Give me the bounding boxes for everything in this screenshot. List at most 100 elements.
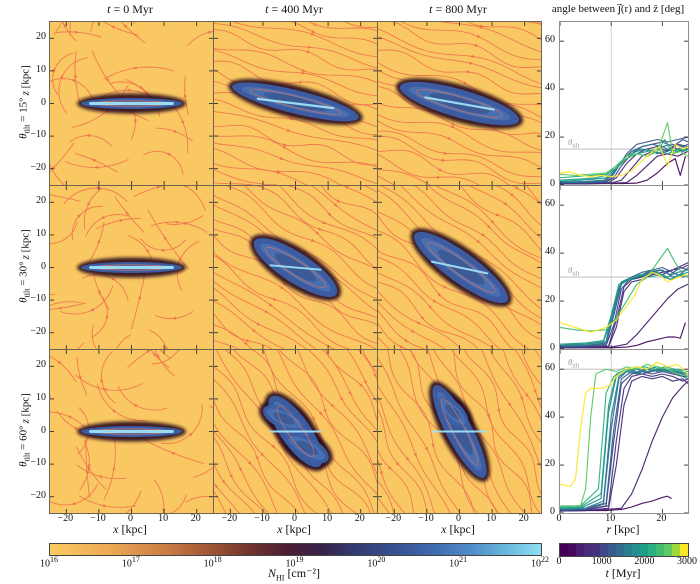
title-rest: = 400 Myr [271, 2, 323, 16]
map-col-title-0: t = 0 Myr [60, 2, 200, 17]
angle-ytick-label: 0 [550, 178, 555, 189]
map-xtick-label: 20 [518, 513, 529, 524]
theta-tilt-ref-label: θtilt [568, 137, 580, 150]
time-colorbar-segment [664, 544, 672, 556]
theta-tilt-ref-label: θtilt [568, 357, 580, 370]
r-axis-label: r [kpc] [606, 522, 640, 536]
map-xtick-label: −20 [221, 513, 238, 524]
title-var: t [107, 2, 111, 16]
map-ytick-label: 0 [41, 260, 46, 272]
angle-ytick-label: 60 [545, 198, 555, 210]
time-colorbar-segment [584, 544, 592, 556]
nhi-tick-label: 1020 [367, 555, 386, 570]
map-ytick-label: −20 [30, 489, 46, 501]
time-colorbar [559, 543, 689, 557]
title-var: t [429, 2, 433, 16]
map-xtick-label: −10 [254, 513, 270, 524]
time-colorbar-segment [656, 544, 664, 556]
angle-ytick-label: 60 [545, 34, 555, 46]
map-panel-r0c1 [213, 21, 378, 186]
angle-panels-title: angle between j⃗(r) and ẑ [deg] [551, 3, 685, 15]
map-xtick-label: −10 [90, 513, 106, 524]
map-xtick-label: −20 [57, 513, 74, 524]
time-colorbar-segment [576, 544, 584, 556]
time-colorbar-segment [616, 544, 624, 556]
nhi-colorbar-label: NHI [cm⁻²] [267, 566, 321, 583]
map-xtick-label: 20 [190, 513, 201, 524]
time-colorbar-segment [568, 544, 576, 556]
map-panel-r2c2 [377, 349, 542, 514]
time-tick-label: 2000 [634, 556, 655, 567]
time-colorbar-segment [600, 544, 608, 556]
angle-ytick-label: 60 [545, 362, 555, 374]
angle-panel-15deg: θtilt [559, 21, 689, 186]
time-colorbar-segment [648, 544, 656, 556]
nhi-tick-label: 1016 [40, 555, 58, 570]
map-ytick-label: 20 [36, 195, 46, 207]
time-colorbar-label: t [Myr] [605, 566, 641, 580]
map-ytick-label: 10 [36, 391, 46, 403]
map-ytick-label: 20 [36, 359, 46, 371]
map-ytick-label: 0 [41, 96, 46, 108]
title-rest: = 0 Myr [113, 2, 153, 16]
angle-ytick-label: 0 [550, 342, 555, 353]
map-ytick-label: 0 [41, 424, 46, 436]
map-ytick-label: −20 [30, 325, 46, 337]
map-panel-r0c0 [49, 21, 214, 186]
map-col-title-2: t = 800 Myr [388, 2, 528, 17]
angle-ytick-label: 20 [545, 458, 555, 470]
nhi-tick-label: 1021 [449, 555, 468, 570]
time-colorbar-segment [680, 544, 688, 556]
nhi-tick-label: 1017 [121, 555, 140, 570]
nhi-tick-label: 1019 [285, 555, 304, 570]
map-panel-r1c2 [377, 185, 542, 350]
map-panel-r2c0 [49, 349, 214, 514]
angle-xtick-label: 0 [556, 513, 562, 524]
theta-tilt-ref-label: θtilt [568, 265, 580, 278]
angle-xtick-label: 20 [656, 513, 667, 524]
angle-xtick-label: 10 [605, 513, 616, 524]
map-xtick-label: −20 [385, 513, 402, 524]
time-colorbar-segment [560, 544, 568, 556]
map-ytick-label: −10 [30, 129, 46, 141]
angle-ytick-label: 40 [545, 246, 555, 258]
angle-panel-60deg: θtilt [559, 349, 689, 514]
map-panel-r1c1 [213, 185, 378, 350]
map-xtick-label: 10 [158, 513, 169, 524]
map-ytick-label: −10 [30, 457, 46, 469]
map-xtick-label: 20 [354, 513, 365, 524]
angle-ytick-label: 0 [550, 506, 555, 517]
nhi-colorbar [49, 543, 542, 556]
nhi-tick-label: 1018 [203, 555, 222, 570]
time-colorbar-segment [640, 544, 648, 556]
map-ytick-label: 10 [36, 63, 46, 75]
map-xtick-label: 10 [486, 513, 497, 524]
time-tick-label: 1000 [591, 556, 612, 567]
map-ytick-label: −10 [30, 293, 46, 305]
time-tick-label: 0 [556, 556, 562, 567]
map-xtick-label: 10 [322, 513, 333, 524]
map-xtick-label: 0 [456, 513, 461, 524]
map-ytick-label: −20 [30, 161, 46, 173]
angle-ytick-label: 40 [545, 410, 555, 422]
map-panel-r1c0 [49, 185, 214, 350]
time-colorbar-segment [672, 544, 680, 556]
angle-ytick-label: 20 [545, 130, 555, 142]
x-axis-label-2: x [kpc] [441, 522, 475, 536]
angle-ytick-label: 20 [545, 294, 555, 306]
title-rest: = 800 Myr [435, 2, 487, 16]
time-tick-label: 3000 [677, 556, 697, 567]
angle-panel-30deg: θtilt [559, 185, 689, 350]
nhi-tick-label: 1022 [531, 555, 549, 570]
title-var: t [265, 2, 269, 16]
map-ytick-label: 10 [36, 227, 46, 239]
time-colorbar-segment [632, 544, 640, 556]
x-axis-label-1: x [kpc] [277, 522, 311, 536]
x-axis-label-0: x [kpc] [113, 522, 147, 536]
angle-ytick-label: 40 [545, 82, 555, 94]
map-xtick-label: −10 [418, 513, 434, 524]
time-colorbar-segment [592, 544, 600, 556]
map-col-title-1: t = 400 Myr [224, 2, 364, 17]
map-panel-r0c2 [377, 21, 542, 186]
